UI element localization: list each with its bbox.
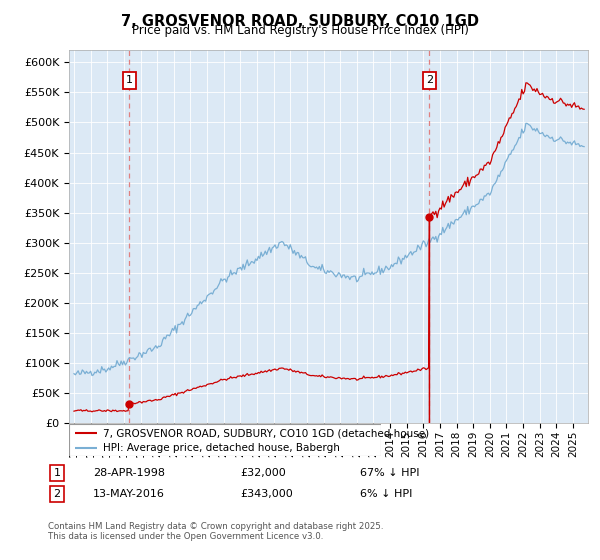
Text: 13-MAY-2016: 13-MAY-2016	[93, 489, 165, 499]
Text: 2: 2	[426, 76, 433, 86]
Text: £343,000: £343,000	[240, 489, 293, 499]
Text: HPI: Average price, detached house, Babergh: HPI: Average price, detached house, Babe…	[103, 444, 340, 453]
Text: 1: 1	[53, 468, 61, 478]
Text: Contains HM Land Registry data © Crown copyright and database right 2025.: Contains HM Land Registry data © Crown c…	[48, 522, 383, 531]
FancyBboxPatch shape	[69, 424, 381, 456]
Text: 28-APR-1998: 28-APR-1998	[93, 468, 165, 478]
Text: 7, GROSVENOR ROAD, SUDBURY, CO10 1GD: 7, GROSVENOR ROAD, SUDBURY, CO10 1GD	[121, 14, 479, 29]
Text: 7, GROSVENOR ROAD, SUDBURY, CO10 1GD (detached house): 7, GROSVENOR ROAD, SUDBURY, CO10 1GD (de…	[103, 428, 430, 438]
Text: This data is licensed under the Open Government Licence v3.0.: This data is licensed under the Open Gov…	[48, 532, 323, 541]
Text: 6% ↓ HPI: 6% ↓ HPI	[360, 489, 412, 499]
Text: Price paid vs. HM Land Registry's House Price Index (HPI): Price paid vs. HM Land Registry's House …	[131, 24, 469, 36]
Text: £32,000: £32,000	[240, 468, 286, 478]
Text: 2: 2	[53, 489, 61, 499]
Text: 67% ↓ HPI: 67% ↓ HPI	[360, 468, 419, 478]
Text: 1: 1	[126, 76, 133, 86]
